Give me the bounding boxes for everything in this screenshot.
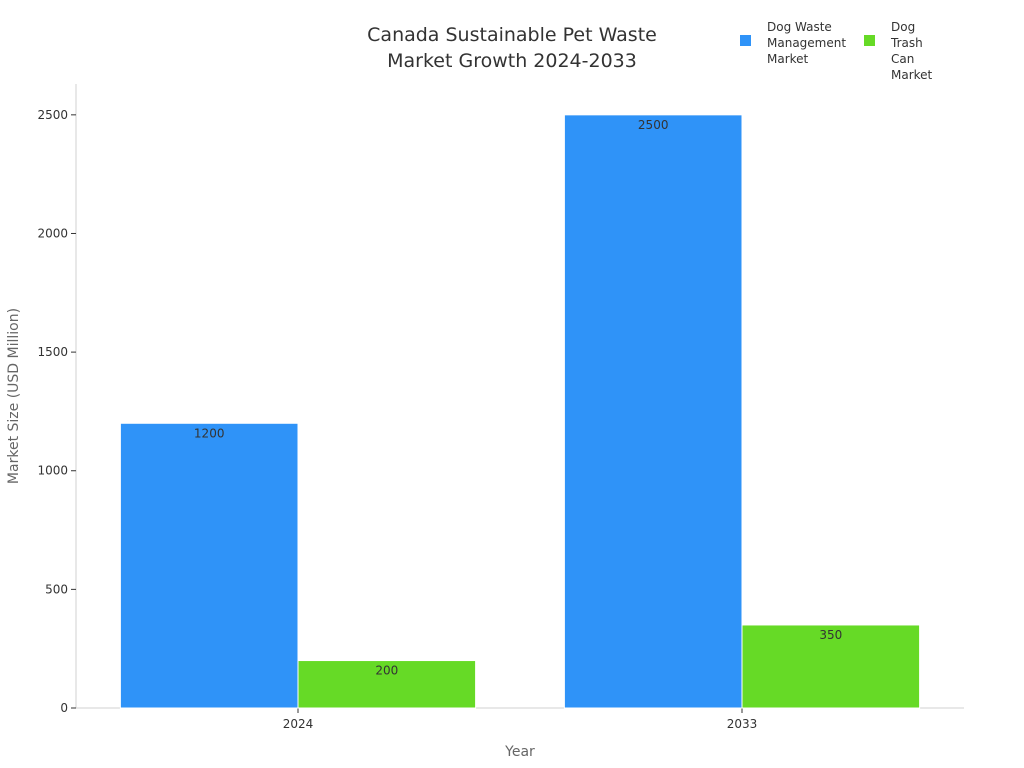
bars — [119, 114, 921, 709]
legend-label-dog-trash-can: Dog Trash Can Market — [891, 19, 932, 83]
legend-label-line: Management — [767, 36, 847, 50]
data-labels: 1200 200 2500 350 — [194, 118, 842, 678]
y-tick-label: 2500 — [37, 108, 68, 122]
legend-label-line: Market — [767, 52, 809, 66]
y-tick-label: 500 — [45, 582, 68, 596]
x-tick-label: 2024 — [283, 717, 314, 731]
y-ticks: 0 500 1000 1500 2000 2500 — [37, 108, 76, 715]
legend-label-line: Dog Trash — [891, 20, 923, 50]
chart-title: Canada Sustainable Pet Waste Market Grow… — [312, 22, 712, 74]
y-axis-title: Market Size (USD Million) — [6, 308, 22, 484]
data-label: 1200 — [194, 426, 225, 440]
legend-item-dog-trash-can: Dog Trash Can Market — [864, 19, 932, 83]
chart-title-line-1: Canada Sustainable Pet Waste — [367, 24, 657, 46]
legend-label-line: Dog Waste — [767, 20, 832, 34]
y-tick-label: 2000 — [37, 226, 68, 240]
x-axis-title: Year — [504, 744, 535, 760]
data-label: 200 — [375, 664, 398, 678]
legend-swatch-dog-waste-management — [740, 35, 751, 46]
x-tick-label: 2033 — [727, 717, 758, 731]
bar-dog-trash-can-2033 — [741, 624, 921, 709]
legend-label-line: Can Market — [891, 52, 933, 82]
data-label: 2500 — [638, 118, 669, 132]
legend-item-dog-waste-management: Dog Waste Management Market — [740, 19, 846, 67]
bar-dog-waste-management-2033 — [563, 114, 743, 709]
chart-title-line-2: Market Growth 2024-2033 — [387, 50, 637, 72]
x-ticks: 2024 2033 — [283, 708, 758, 731]
legend-label-dog-waste-management: Dog Waste Management Market — [767, 19, 846, 67]
bar-dog-trash-can-2024 — [297, 660, 477, 709]
y-tick-label: 1000 — [37, 464, 68, 478]
legend-swatch-dog-trash-can — [864, 35, 875, 46]
y-tick-label: 0 — [60, 701, 68, 715]
bar-dog-waste-management-2024 — [119, 422, 299, 709]
y-tick-label: 1500 — [37, 345, 68, 359]
data-label: 350 — [819, 628, 842, 642]
